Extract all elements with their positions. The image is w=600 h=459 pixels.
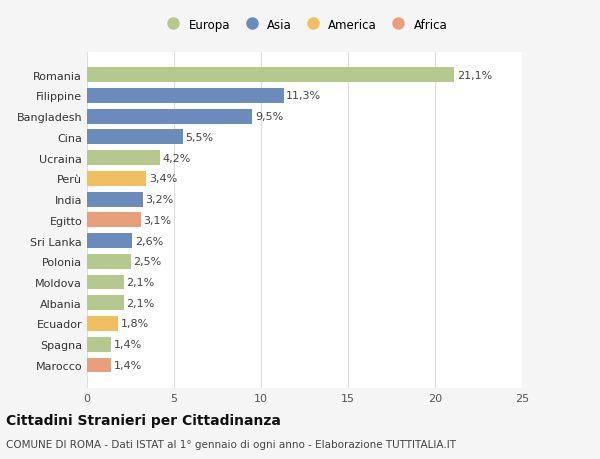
Bar bbox=[87, 89, 284, 104]
Bar bbox=[87, 234, 132, 248]
Text: 21,1%: 21,1% bbox=[457, 71, 492, 80]
Bar bbox=[87, 296, 124, 311]
Bar bbox=[87, 151, 160, 166]
Text: 2,5%: 2,5% bbox=[133, 257, 161, 267]
Text: Cittadini Stranieri per Cittadinanza: Cittadini Stranieri per Cittadinanza bbox=[6, 414, 281, 428]
Text: 1,8%: 1,8% bbox=[121, 319, 149, 329]
Text: COMUNE DI ROMA - Dati ISTAT al 1° gennaio di ogni anno - Elaborazione TUTTITALIA: COMUNE DI ROMA - Dati ISTAT al 1° gennai… bbox=[6, 440, 456, 449]
Bar bbox=[87, 109, 253, 124]
Text: 2,6%: 2,6% bbox=[135, 236, 163, 246]
Text: 3,2%: 3,2% bbox=[145, 195, 173, 205]
Text: 11,3%: 11,3% bbox=[286, 91, 322, 101]
Text: 9,5%: 9,5% bbox=[255, 112, 283, 122]
Bar bbox=[87, 130, 183, 145]
Legend: Europa, Asia, America, Africa: Europa, Asia, America, Africa bbox=[161, 18, 448, 31]
Text: 1,4%: 1,4% bbox=[114, 340, 142, 349]
Text: 3,4%: 3,4% bbox=[149, 174, 177, 184]
Bar bbox=[87, 358, 112, 373]
Bar bbox=[87, 68, 454, 83]
Text: 5,5%: 5,5% bbox=[185, 133, 214, 143]
Bar bbox=[87, 337, 112, 352]
Text: 3,1%: 3,1% bbox=[143, 215, 172, 225]
Bar bbox=[87, 316, 118, 331]
Bar bbox=[87, 192, 143, 207]
Bar bbox=[87, 213, 141, 228]
Bar bbox=[87, 254, 131, 269]
Bar bbox=[87, 172, 146, 186]
Text: 2,1%: 2,1% bbox=[126, 277, 154, 287]
Bar bbox=[87, 275, 124, 290]
Text: 1,4%: 1,4% bbox=[114, 360, 142, 370]
Text: 2,1%: 2,1% bbox=[126, 298, 154, 308]
Text: 4,2%: 4,2% bbox=[163, 153, 191, 163]
